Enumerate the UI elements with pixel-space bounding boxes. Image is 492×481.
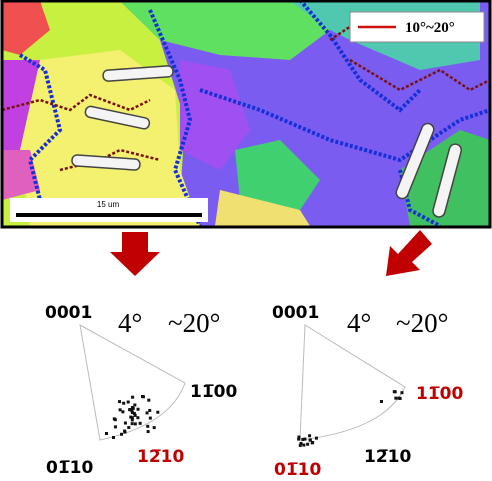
- orientation-dot: [297, 436, 300, 439]
- orientation-dot: [301, 438, 304, 441]
- orientation-dot: [146, 425, 149, 428]
- orientation-dot: [153, 426, 156, 429]
- orientation-dot: [302, 444, 305, 447]
- orientation-dot: [127, 401, 130, 404]
- angle-small: 4°: [347, 308, 371, 338]
- orientation-dot: [156, 411, 159, 414]
- orientation-dot: [141, 395, 144, 398]
- arrow: [386, 230, 432, 276]
- ipf-right: 0001 4° ~20° 11̅00 12̅10 01̅10: [272, 303, 463, 480]
- orientation-dot: [131, 411, 134, 414]
- orientation-dot: [306, 443, 309, 446]
- orientation-dot: [300, 442, 303, 445]
- top-label: 0001: [272, 303, 319, 323]
- orientation-dot: [134, 414, 137, 417]
- orientation-dot: [118, 400, 121, 403]
- orientation-dot: [149, 417, 152, 420]
- orientation-dot: [137, 408, 140, 411]
- orientation-dot: [133, 404, 136, 407]
- bottom-left-label: 01̅10: [46, 458, 93, 478]
- angle-small: 4°: [118, 308, 142, 338]
- orientation-dot: [393, 390, 396, 393]
- orientation-dot: [128, 408, 131, 411]
- bottom-right-label: 12̅10: [137, 447, 184, 467]
- ipf-left: 0001 4° ~20° 11̅00 12̅10 01̅10: [45, 303, 237, 478]
- orientation-dot: [148, 409, 151, 412]
- orientation-dot: [132, 407, 135, 410]
- orientation-dot: [129, 416, 132, 419]
- ebsd-map: 10°~20° 15 um: [2, 0, 490, 227]
- orientation-dot: [112, 436, 115, 439]
- top-label: 0001: [45, 303, 92, 323]
- orientation-dot: [139, 422, 142, 425]
- figure: 10°~20° 15 um 0001 4° ~20° 11̅00 12̅10 0…: [0, 0, 492, 481]
- orientation-dot: [113, 417, 116, 420]
- right-label: 11̅00: [190, 382, 237, 402]
- orientation-dot: [123, 430, 126, 433]
- orientation-dot: [136, 416, 139, 419]
- bottom-right-label: 12̅10: [364, 447, 411, 467]
- angle-large: ~20°: [168, 308, 220, 338]
- orientation-dot: [124, 422, 127, 425]
- orientation-dot: [131, 396, 134, 399]
- orientation-dot: [114, 425, 117, 428]
- orientation-dot: [311, 441, 314, 444]
- bottom-left-label: 01̅10: [274, 460, 321, 480]
- orientation-dot: [105, 432, 108, 435]
- orientation-dot: [308, 434, 311, 437]
- legend-label: 10°~20°: [405, 20, 455, 36]
- angle-large: ~20°: [396, 308, 448, 338]
- orientation-dot: [147, 399, 150, 402]
- scale-label: 15 um: [97, 200, 120, 209]
- orientation-dot: [131, 422, 134, 425]
- orientation-dot: [121, 410, 124, 413]
- orientation-dot: [400, 391, 403, 394]
- orientation-dot: [147, 430, 150, 433]
- orientation-dot: [315, 437, 318, 440]
- orientation-dot: [134, 422, 137, 425]
- arrow: [110, 232, 160, 276]
- orientation-dot: [397, 397, 400, 400]
- orientation-dot: [394, 397, 397, 400]
- orientation-dot: [380, 400, 383, 403]
- orientation-dot: [119, 408, 122, 411]
- right-label: 11̅00: [416, 384, 463, 404]
- orientation-dot: [122, 402, 125, 405]
- orientation-dot: [146, 411, 149, 414]
- orientation-dot: [131, 418, 134, 421]
- orientation-dot: [120, 433, 123, 436]
- orientation-dot: [127, 426, 130, 429]
